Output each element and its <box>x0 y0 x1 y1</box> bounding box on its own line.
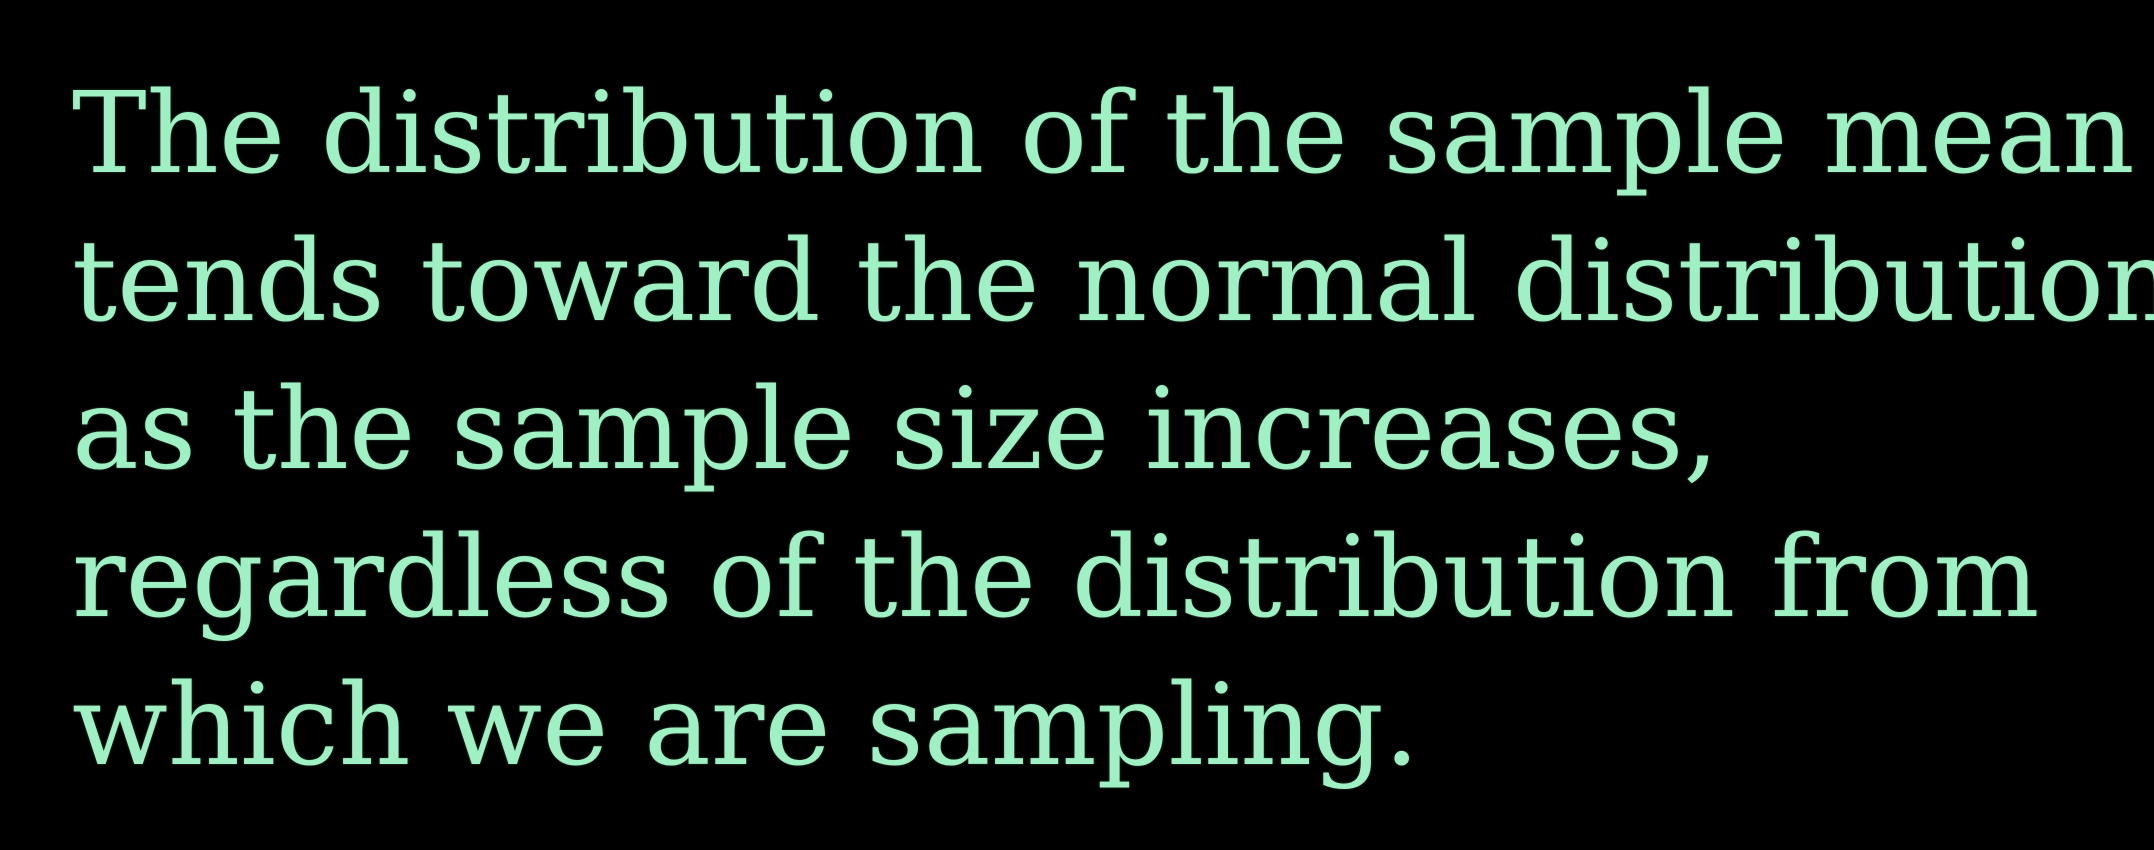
statement-line-4: regardless of the distribution from <box>72 513 2040 643</box>
statement-line-5: which we are sampling. <box>72 661 1420 791</box>
statement-line-2: tends toward the normal distribution <box>72 217 2154 347</box>
statement-line-3: as the sample size increases, <box>72 365 1720 495</box>
statement-line-1: The distribution of the sample mean <box>72 69 2135 199</box>
